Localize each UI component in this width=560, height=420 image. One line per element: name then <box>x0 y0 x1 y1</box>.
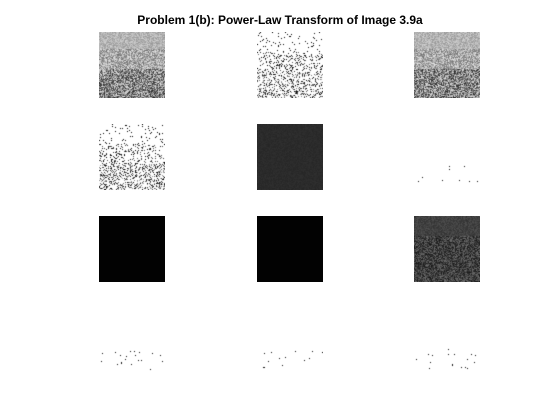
image-panel-8 <box>257 216 323 282</box>
figure-title: Problem 1(b): Power-Law Transform of Ima… <box>137 13 423 27</box>
image-panel-1 <box>99 32 165 98</box>
image-panel-4 <box>99 124 165 190</box>
image-panel-12 <box>414 308 480 374</box>
image-panel-11 <box>257 308 323 374</box>
image-panel-9 <box>414 216 480 282</box>
image-panel-5 <box>257 124 323 190</box>
image-panel-3 <box>414 32 480 98</box>
image-panel-7 <box>99 216 165 282</box>
image-panel-2 <box>257 32 323 98</box>
image-panel-10 <box>99 308 165 374</box>
image-panel-6 <box>414 124 480 190</box>
